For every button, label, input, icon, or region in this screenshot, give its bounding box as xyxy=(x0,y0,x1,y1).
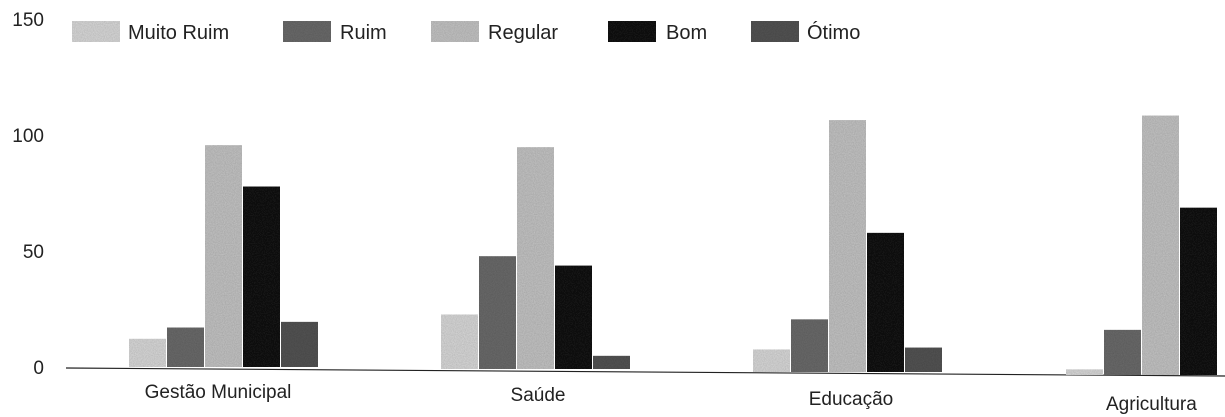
bar xyxy=(1142,115,1179,375)
legend-swatch-bom xyxy=(608,21,656,42)
bar xyxy=(555,265,592,369)
legend-swatch-regular xyxy=(431,21,479,42)
legend-label: Bom xyxy=(666,22,707,44)
legend: Muito Ruim Ruim Regular Bom Ótimo xyxy=(72,21,860,44)
bar xyxy=(1104,329,1141,375)
bar xyxy=(867,232,904,372)
bar xyxy=(441,314,478,369)
category-label: Educação xyxy=(809,389,894,410)
bar xyxy=(517,147,554,369)
bar xyxy=(791,319,828,372)
bar xyxy=(829,120,866,372)
bar xyxy=(167,327,204,367)
y-tick-label: 150 xyxy=(12,10,44,31)
category-label: Saúde xyxy=(511,385,566,406)
bar xyxy=(593,355,630,369)
bar xyxy=(479,256,516,369)
bar xyxy=(1180,207,1217,375)
bar xyxy=(753,349,790,372)
legend-label: Ótimo xyxy=(807,21,860,44)
bar xyxy=(243,186,280,367)
legend-label: Ruim xyxy=(340,22,387,44)
bar xyxy=(1066,369,1103,375)
bars-group xyxy=(129,115,1217,375)
legend-label: Muito Ruim xyxy=(128,22,229,44)
category-label: Gestão Municipal xyxy=(145,382,292,403)
legend-swatch-otimo xyxy=(751,21,799,42)
y-tick-label: 0 xyxy=(33,358,44,379)
x-axis-line xyxy=(65,367,1225,377)
y-axis: 0 50 100 150 xyxy=(12,10,44,379)
legend-label: Regular xyxy=(488,22,558,44)
category-labels: Gestão Municipal Saúde Educação Agricult… xyxy=(145,382,1198,415)
legend-swatch-ruim xyxy=(283,21,331,42)
category-label: Agricultura xyxy=(1106,394,1197,415)
bar xyxy=(905,347,942,372)
bar xyxy=(129,338,166,367)
bar xyxy=(205,145,242,367)
y-tick-label: 50 xyxy=(23,242,44,263)
legend-swatch-muito-ruim xyxy=(72,21,120,42)
bar xyxy=(281,321,318,367)
y-tick-label: 100 xyxy=(12,126,44,147)
